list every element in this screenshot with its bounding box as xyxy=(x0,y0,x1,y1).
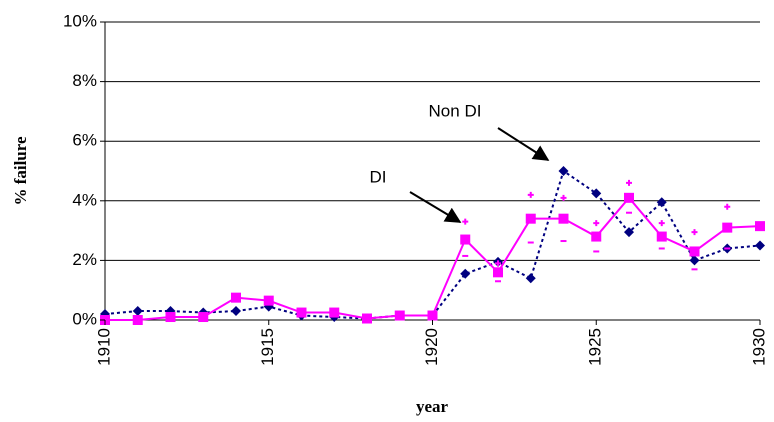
y-tick-label: 10% xyxy=(63,11,97,30)
point xyxy=(558,213,569,224)
point xyxy=(755,240,765,251)
point xyxy=(558,166,569,176)
plot-area xyxy=(100,166,765,325)
point xyxy=(198,312,209,323)
point xyxy=(165,312,176,323)
bound-marker xyxy=(691,229,698,236)
y-tick-label: 6% xyxy=(72,131,97,150)
annotation: DI xyxy=(370,167,387,186)
point xyxy=(722,222,733,233)
point xyxy=(656,197,667,208)
x-tick-label: 1915 xyxy=(258,328,277,366)
point xyxy=(296,307,307,318)
point xyxy=(656,231,667,242)
point xyxy=(460,268,471,279)
x-axis-title: year xyxy=(416,397,449,416)
bound-marker xyxy=(462,218,469,225)
point xyxy=(394,310,405,321)
point xyxy=(624,227,634,238)
annotation: Non DI xyxy=(429,101,482,120)
point xyxy=(525,213,536,224)
point xyxy=(624,192,634,203)
bound-marker xyxy=(560,194,567,201)
annotation-arrow xyxy=(409,191,462,223)
y-tick-label: 2% xyxy=(72,250,97,269)
bound-marker xyxy=(626,179,632,186)
bound-marker xyxy=(495,260,501,267)
bound-marker xyxy=(658,220,665,227)
point xyxy=(231,306,241,317)
point xyxy=(689,246,700,257)
point xyxy=(132,306,143,317)
point xyxy=(263,295,274,306)
point xyxy=(362,313,372,324)
series-line xyxy=(104,169,761,320)
point xyxy=(460,234,471,245)
y-tick-label: 4% xyxy=(72,190,97,209)
y-axis-title: % failure xyxy=(11,136,30,206)
point xyxy=(591,231,602,242)
y-tick-label: 0% xyxy=(72,309,97,328)
annotation-arrow xyxy=(497,127,550,161)
point xyxy=(231,292,241,303)
bound-marker xyxy=(527,191,534,198)
series-line xyxy=(105,196,761,321)
point xyxy=(493,267,503,278)
point xyxy=(525,273,536,284)
x-tick-label: 1920 xyxy=(422,328,441,366)
x-tick-label: 1910 xyxy=(94,328,113,366)
y-tick-label: 8% xyxy=(72,71,97,90)
point xyxy=(329,307,340,318)
point xyxy=(132,315,143,325)
point xyxy=(689,255,700,266)
grid xyxy=(105,21,760,321)
bound-marker xyxy=(593,220,600,227)
point xyxy=(427,310,438,321)
x-tick-label: 1930 xyxy=(749,328,768,366)
bound-marker xyxy=(724,203,731,210)
point xyxy=(591,188,602,199)
x-tick-label: 1925 xyxy=(586,328,605,366)
point xyxy=(755,221,765,232)
